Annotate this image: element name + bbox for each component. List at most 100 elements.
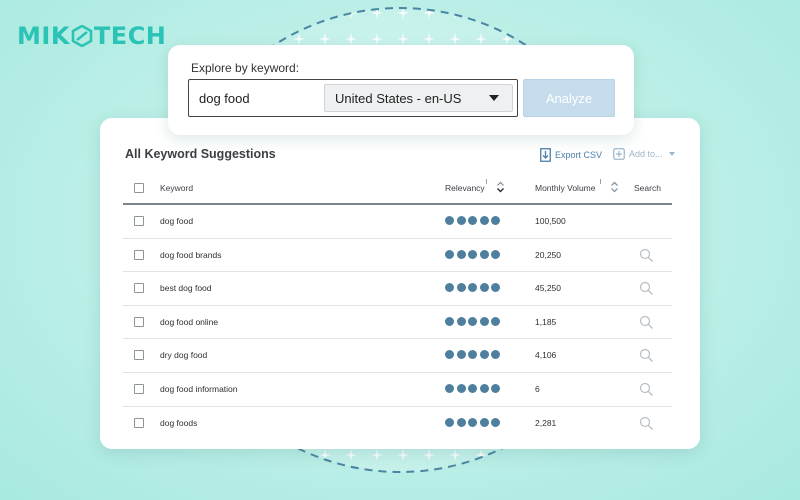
monthly-volume-cell: 20,250 (535, 249, 561, 260)
keyword-suggestions-panel: All Keyword Suggestions Export CSV Add t… (100, 118, 700, 449)
search-box: United States - en-US (188, 79, 518, 117)
relevancy-dot (445, 249, 454, 259)
keyword-table: Keyword Relevancy Monthly Volume Search … (123, 172, 672, 440)
relevancy-dot (479, 316, 489, 326)
relevancy-dot (468, 350, 477, 360)
keyword-cell: dog food (160, 216, 194, 226)
column-header-search: Search (634, 183, 661, 193)
table-body: dog food 100,500 dog food brands 20,250 best… (123, 205, 672, 440)
relevancy-dot (456, 316, 466, 326)
brand-logo-icon (71, 25, 93, 47)
column-header-relevancy: Relevancy (445, 183, 485, 193)
column-header-monthly-volume: Monthly Volume (535, 183, 596, 193)
country-select[interactable]: United States - en-US (324, 84, 513, 112)
column-header-keyword: Keyword (160, 183, 194, 193)
table-row[interactable]: dog food 100,500 (123, 205, 672, 239)
relevancy-dot (468, 283, 477, 293)
relevancy-dot (456, 350, 466, 360)
row-checkbox[interactable] (134, 216, 144, 226)
keyword-input[interactable] (190, 81, 320, 115)
keyword-cell: dog food information (160, 383, 238, 394)
brand-text-left: MIK (17, 22, 70, 50)
relevancy-dot (445, 283, 454, 293)
table-row[interactable]: dog foods 2,281 (123, 407, 672, 441)
caret-down-icon (668, 152, 675, 156)
relevancy-rating (445, 383, 503, 393)
relevancy-dot (468, 316, 477, 326)
keyword-search-panel: Explore by keyword: United States - en-U… (168, 45, 634, 135)
add-to-label: Add to... (629, 149, 663, 159)
relevancy-dot (456, 249, 466, 259)
table-row[interactable]: best dog food 45,250 (123, 272, 672, 306)
select-all-checkbox[interactable] (134, 183, 144, 193)
relevancy-dot (491, 249, 500, 259)
search-label: Explore by keyword: (191, 61, 300, 75)
brand-text-right: TECH (93, 22, 167, 50)
relevancy-dot (468, 216, 477, 225)
relevancy-rating (445, 316, 503, 326)
table-row[interactable]: dog food brands 20,250 (123, 239, 672, 273)
relevancy-dot (479, 249, 489, 259)
relevancy-rating (445, 216, 503, 225)
relevancy-dot (468, 383, 477, 393)
relevancy-dot (479, 417, 489, 427)
relevancy-dot (491, 316, 500, 326)
search-icon[interactable] (639, 348, 654, 363)
relevancy-dot (445, 350, 454, 360)
sort-icon[interactable] (496, 181, 505, 193)
sort-icon[interactable] (610, 181, 619, 193)
relevancy-dot (456, 216, 466, 225)
relevancy-dot (445, 417, 454, 427)
relevancy-rating (445, 417, 503, 427)
brand-logo: MIK TECH (17, 22, 166, 50)
table-row[interactable]: dry dog food 4,106 (123, 339, 672, 373)
search-icon[interactable] (639, 248, 654, 263)
search-icon[interactable] (639, 315, 654, 330)
monthly-volume-cell: 100,500 (535, 216, 566, 226)
row-checkbox[interactable] (134, 316, 144, 327)
add-to-button[interactable]: Add to... (613, 148, 675, 160)
search-icon[interactable] (639, 382, 654, 397)
relevancy-dot (491, 383, 500, 393)
relevancy-rating (445, 249, 503, 259)
export-csv-button[interactable]: Export CSV (540, 148, 602, 162)
relevancy-dot (445, 383, 454, 393)
monthly-volume-cell: 2,281 (535, 417, 557, 428)
relevancy-dot (445, 216, 454, 225)
table-row[interactable]: dog food information 6 (123, 373, 672, 407)
monthly-volume-cell: 45,250 (535, 283, 561, 294)
table-row[interactable]: dog food online 1,185 (123, 306, 672, 340)
row-checkbox[interactable] (134, 283, 144, 294)
relevancy-dot (479, 350, 489, 360)
analyze-button[interactable]: Analyze (523, 79, 615, 117)
relevancy-dot (456, 383, 466, 393)
relevancy-dot (479, 283, 489, 293)
monthly-volume-cell: 1,185 (535, 316, 557, 327)
row-checkbox[interactable] (134, 417, 144, 428)
search-icon[interactable] (639, 281, 654, 296)
search-icon[interactable] (639, 416, 654, 431)
keyword-cell: dog foods (160, 417, 198, 428)
relevancy-dot (468, 249, 477, 259)
relevancy-dot (456, 283, 466, 293)
keyword-cell: dog food brands (160, 249, 222, 260)
relevancy-dot (479, 383, 489, 393)
relevancy-dot (479, 216, 489, 225)
relevancy-rating (445, 350, 503, 360)
relevancy-dot (456, 417, 466, 427)
table-header: Keyword Relevancy Monthly Volume Search (123, 172, 672, 205)
relevancy-dot (491, 417, 500, 427)
export-csv-label: Export CSV (555, 150, 603, 160)
keyword-cell: dry dog food (160, 350, 208, 361)
relevancy-rating (445, 283, 503, 293)
keyword-cell: dog food online (160, 316, 219, 327)
country-select-value: United States - en-US (335, 90, 462, 106)
export-icon (540, 148, 551, 162)
monthly-volume-cell: 4,106 (535, 350, 557, 361)
row-checkbox[interactable] (134, 249, 144, 260)
keyword-cell: best dog food (160, 283, 212, 294)
row-checkbox[interactable] (134, 383, 144, 394)
caret-down-icon (489, 95, 499, 101)
monthly-volume-cell: 6 (535, 383, 540, 394)
row-checkbox[interactable] (134, 350, 144, 361)
